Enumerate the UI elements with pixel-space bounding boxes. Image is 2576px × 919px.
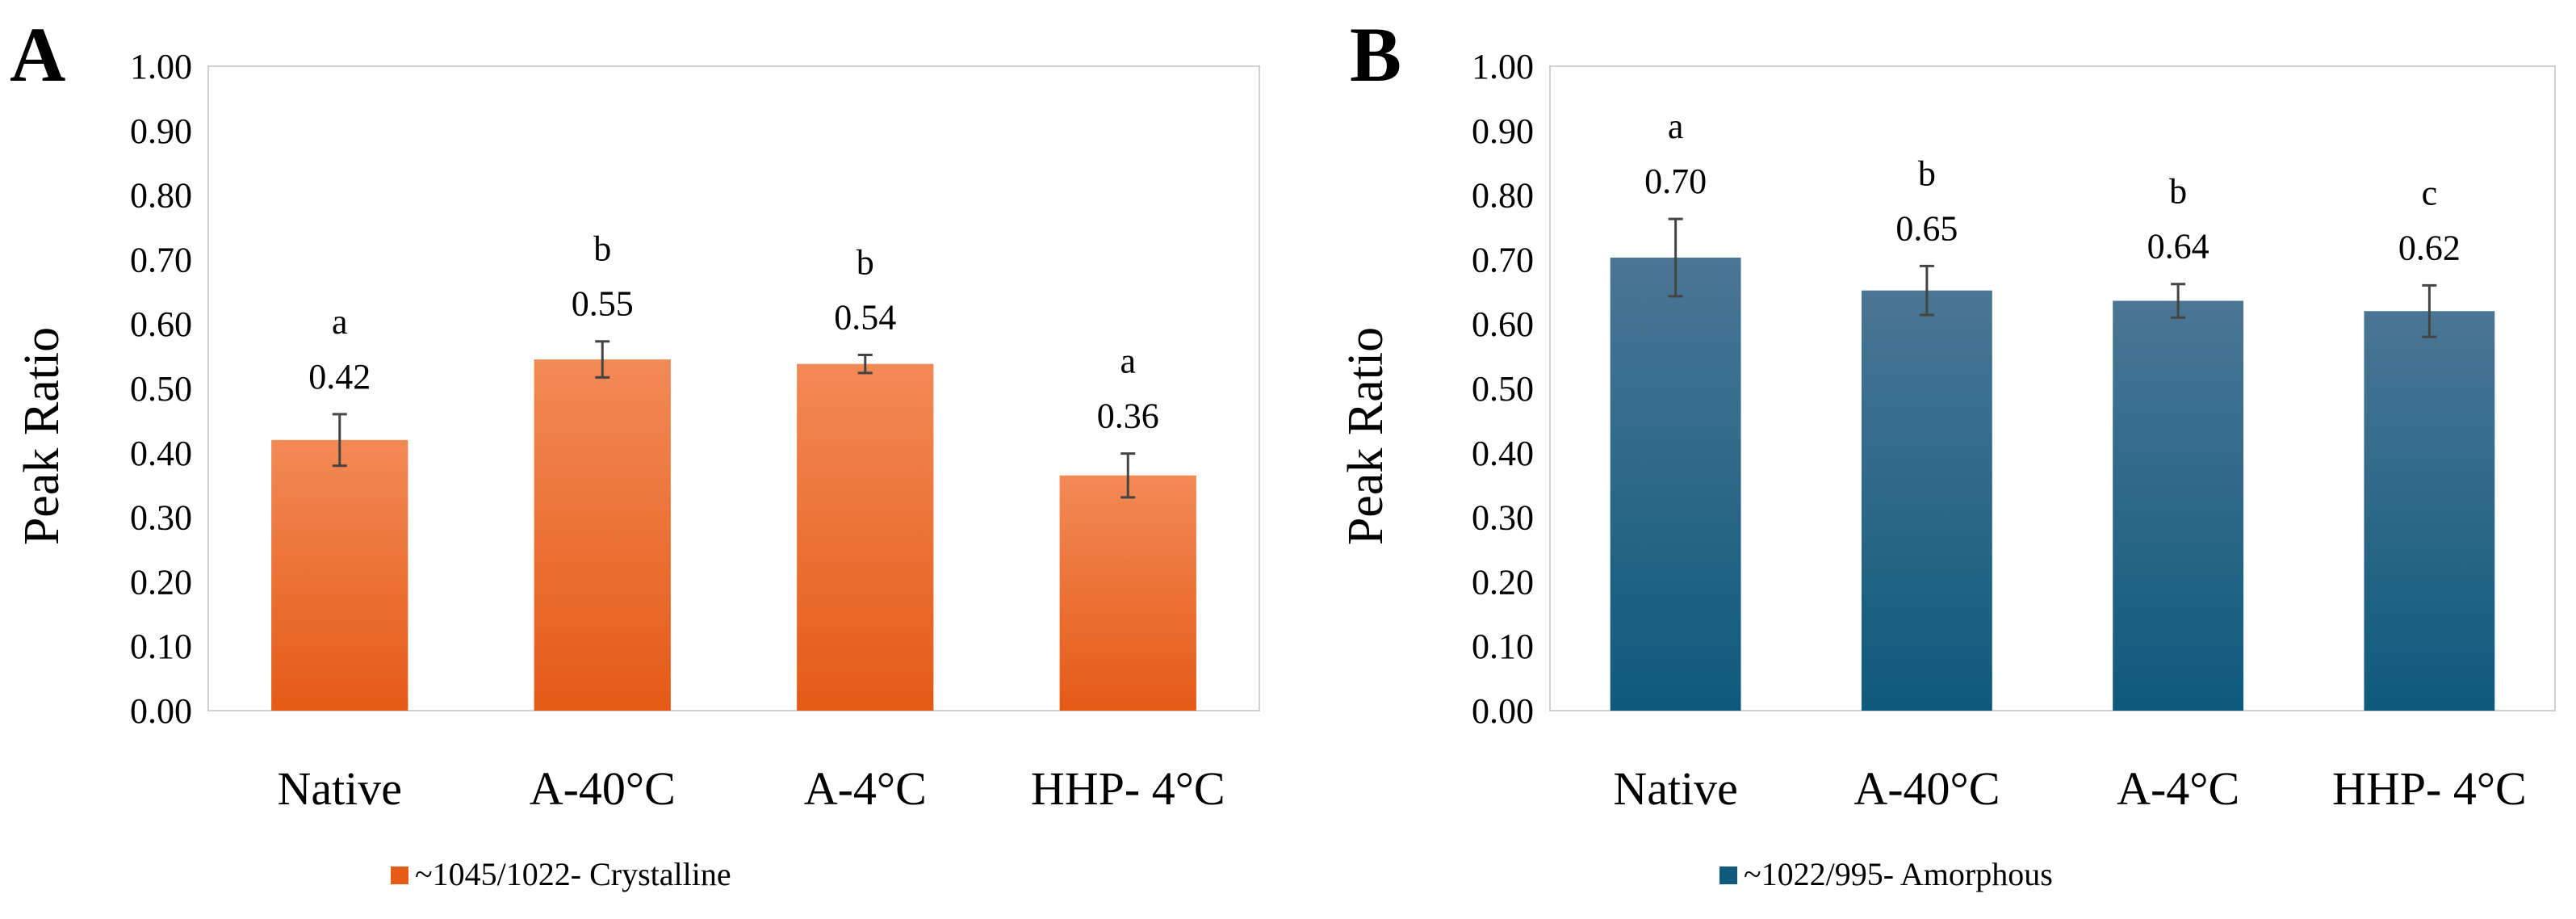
y-tick-label: 0.50 [130,369,192,409]
plot-frame [207,65,1260,711]
legend-label-a: ~1045/1022- Crystalline [415,856,731,892]
y-tick-label: 0.00 [130,691,192,731]
y-tick-label: 0.80 [130,176,192,216]
significance-letter: b [2169,172,2187,212]
error-bar [1919,264,1934,317]
y-tick-label: 0.40 [130,434,192,473]
legend-swatch-a [391,867,408,884]
bar [1059,475,1196,711]
error-bar [2171,283,2186,319]
x-tick-label: HHP- 4°C [1031,762,1225,815]
chart-panel-b: 0.00 0.10 0.20 0.30 0.40 0.50 0.60 0.70 0.80 0.90… [1472,47,2556,815]
bar [271,439,408,711]
x-tick-label: HHP- 4°C [2332,762,2527,815]
y-tick-label: 0.00 [1472,691,1534,731]
significance-letter: c [2422,173,2438,212]
y-tick-label: 0.60 [1472,304,1534,344]
y-tick-label: 0.30 [130,498,192,538]
x-tick-label: A-40°C [530,762,676,815]
bar [2364,311,2495,711]
y-axis-label-a: Peak Ratio [15,327,69,545]
error-bar [1668,217,1683,298]
data-label: 0.42 [308,357,371,397]
data-label: 0.36 [1097,397,1159,436]
data-label: 0.54 [834,298,896,338]
y-tick-label: 0.10 [130,627,192,666]
error-bar [857,354,873,375]
y-tick-label: 1.00 [1472,47,1534,86]
data-label: 0.62 [2398,228,2461,267]
y-tick-label: 0.40 [1472,434,1534,473]
significance-letter: a [1120,342,1136,381]
legend-swatch-b [1719,867,1737,884]
y-tick-label: 0.90 [130,111,192,151]
significance-letter: b [593,229,611,269]
x-tick-label: A-4°C [804,762,927,815]
y-tick-label: 0.60 [130,304,192,344]
y-tick-label: 0.20 [1472,562,1534,602]
data-label: 0.70 [1644,162,1707,201]
chart-panel-a: 0.00 0.10 0.20 0.30 0.40 0.50 0.60 0.70 0.80 0.90… [130,47,1260,815]
data-label: 0.65 [1895,208,1958,248]
y-tick-label: 0.70 [130,240,192,279]
bar [1861,290,1992,711]
legend-label-b: ~1022/995- Amorphous [1744,856,2053,892]
y-tick-label: 0.30 [1472,498,1534,538]
y-tick-label: 0.70 [1472,240,1534,279]
y-axis-label-b: Peak Ratio [1338,327,1393,545]
significance-letter: b [857,243,874,283]
panel-label-b: B [1350,11,1401,98]
y-tick-label: 0.20 [130,562,192,602]
significance-letter: a [332,302,348,342]
x-tick-label: Native [1613,762,1738,815]
bar [797,363,934,711]
x-tick-label: A-4°C [2117,762,2239,815]
y-tick-label: 0.50 [1472,369,1534,409]
error-bar [332,413,347,468]
significance-letter: b [1918,153,1936,193]
x-tick-label: Native [277,762,402,815]
bar [2113,300,2244,711]
error-bar [2422,283,2437,338]
bar [1610,258,1741,711]
data-label: 0.64 [2147,227,2209,266]
significance-letter: a [1668,107,1684,146]
y-tick-label: 0.90 [1472,111,1534,151]
panel-label-a: A [10,11,65,98]
y-tick-label: 0.80 [1472,176,1534,216]
y-tick-label: 0.10 [1472,627,1534,666]
bar [534,359,671,711]
error-bar [1120,452,1136,499]
x-tick-label: A-40°C [1853,762,2000,815]
error-bar [595,340,610,379]
y-tick-label: 1.00 [130,47,192,86]
plot-frame [1549,65,2556,711]
data-label: 0.55 [572,284,634,324]
